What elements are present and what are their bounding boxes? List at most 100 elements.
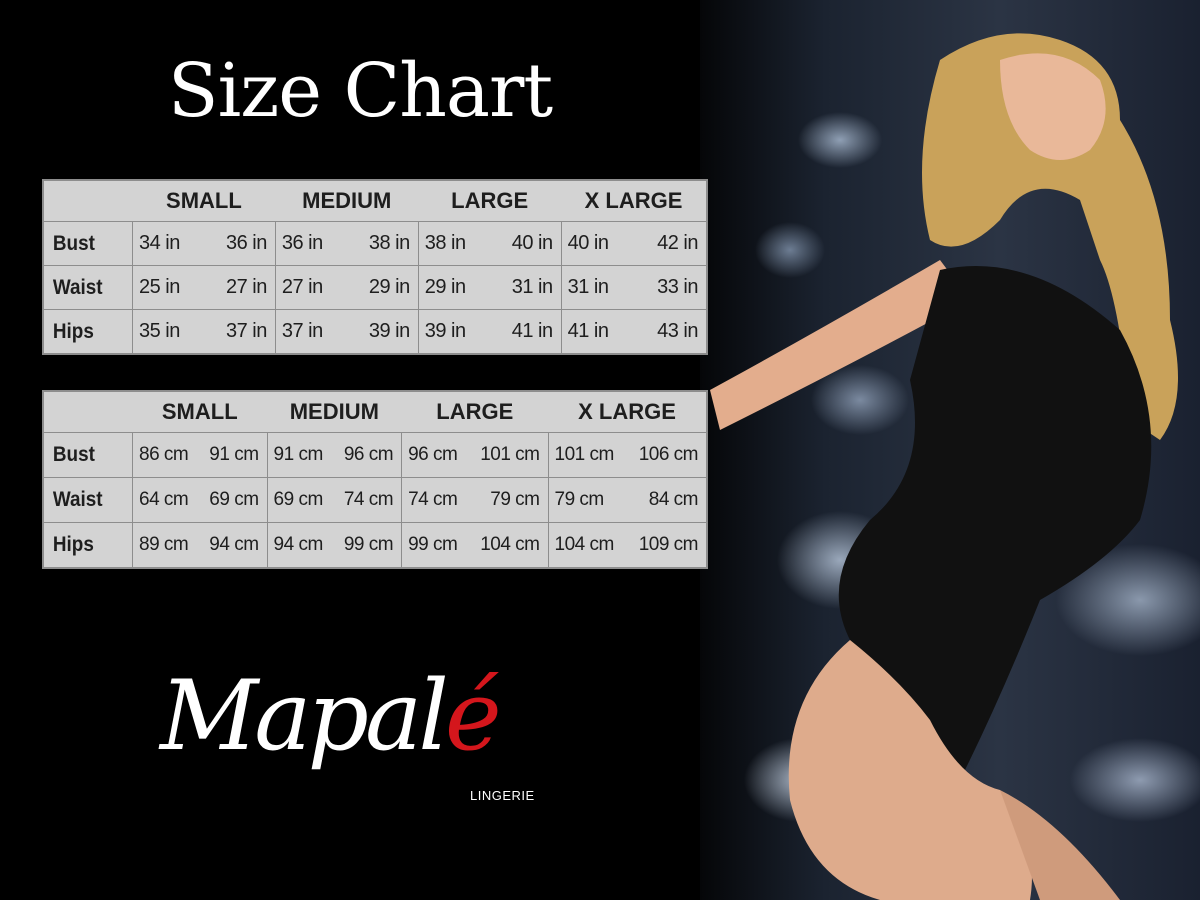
table-row: Hips 89 cm 94 cm 94 cm 99 cm 99 cm 104 cm 104 c…	[42, 522, 708, 569]
max-value: 91 cm	[209, 444, 259, 465]
size-cell: 29 in 31 in	[417, 265, 562, 310]
table-header-row: SMALL MEDIUM LARGE X LARGE	[43, 179, 707, 222]
size-cell: 25 in 27 in	[132, 265, 276, 310]
header-large: LARGE	[418, 179, 562, 222]
row-label: Waist	[42, 477, 124, 523]
max-value: 94 cm	[209, 534, 259, 555]
logo-main: Mapal	[160, 660, 449, 772]
min-value: 40 in	[567, 232, 609, 254]
min-value: 69 cm	[273, 489, 324, 510]
row-label: Bust	[42, 221, 124, 266]
arm	[710, 260, 970, 430]
size-cell: 35 in 37 in	[132, 309, 276, 355]
min-value: 38 in	[424, 232, 466, 254]
table-row: Bust 86 cm 91 cm 91 cm 96 cm 96 cm 101 cm 101 c…	[42, 432, 708, 478]
size-cell: 69 cm 74 cm	[266, 477, 403, 523]
table-row: Hips 35 in 37 in 37 in 39 in 39 in 41 in 41 in 4…	[42, 309, 708, 355]
min-value: 27 in	[281, 276, 323, 298]
size-cell: 34 in 36 in	[132, 221, 276, 266]
size-cell: 79 cm 84 cm	[547, 477, 708, 523]
max-value: 69 cm	[209, 489, 259, 510]
max-value: 109 cm	[638, 534, 699, 555]
min-value: 37 in	[281, 320, 323, 342]
size-cell: 31 in 33 in	[560, 265, 708, 310]
min-value: 79 cm	[554, 489, 605, 510]
min-value: 99 cm	[408, 534, 458, 555]
size-cell: 38 in 40 in	[417, 221, 562, 266]
max-value: 36 in	[225, 232, 267, 254]
min-value: 74 cm	[408, 489, 458, 510]
table-header-row: SMALL MEDIUM LARGE X LARGE	[43, 390, 707, 433]
logo-subtitle: LINGERIE	[470, 788, 535, 803]
size-cell: 37 in 39 in	[274, 309, 419, 355]
max-value: 37 in	[225, 320, 267, 342]
header-small: SMALL	[132, 179, 276, 222]
min-value: 39 in	[424, 320, 466, 342]
max-value: 27 in	[225, 276, 267, 298]
logo-accent: é	[444, 660, 502, 772]
min-value: 34 in	[139, 232, 180, 254]
max-value: 31 in	[511, 276, 553, 298]
min-value: 101 cm	[554, 444, 615, 465]
max-value: 39 in	[368, 320, 410, 342]
hair	[922, 33, 1178, 440]
min-value: 31 in	[567, 276, 609, 298]
page-title: Size Chart	[167, 48, 553, 134]
size-cell: 86 cm 91 cm	[132, 432, 268, 478]
min-value: 29 in	[424, 276, 466, 298]
leg-shadow	[1000, 790, 1120, 900]
size-cell: 91 cm 96 cm	[266, 432, 403, 478]
max-value: 106 cm	[638, 444, 699, 465]
header-xlarge: X LARGE	[561, 179, 707, 222]
max-value: 84 cm	[648, 489, 699, 510]
min-value: 25 in	[139, 276, 180, 298]
max-value: 38 in	[368, 232, 410, 254]
header-xlarge: X LARGE	[548, 390, 707, 433]
legs	[788, 640, 1032, 900]
table-row: Waist 25 in 27 in 27 in 29 in 29 in 31 in 31 in…	[42, 265, 708, 310]
size-cell: 64 cm 69 cm	[132, 477, 268, 523]
min-value: 94 cm	[273, 534, 324, 555]
size-cell: 104 cm 109 cm	[547, 522, 708, 569]
min-value: 35 in	[139, 320, 180, 342]
max-value: 43 in	[657, 320, 698, 342]
table-row: Bust 34 in 36 in 36 in 38 in 38 in 40 in 40 in 4…	[42, 221, 708, 266]
size-cell: 36 in 38 in	[274, 221, 419, 266]
size-cell: 101 cm 106 cm	[547, 432, 708, 478]
size-cell: 39 in 41 in	[417, 309, 562, 355]
model-figure	[710, 33, 1178, 900]
min-value: 104 cm	[554, 534, 615, 555]
row-label: Hips	[42, 522, 124, 569]
model-photo	[700, 0, 1200, 900]
max-value: 96 cm	[343, 444, 394, 465]
header-medium: MEDIUM	[267, 390, 402, 433]
row-label: Waist	[42, 265, 124, 310]
size-cell: 96 cm 101 cm	[401, 432, 549, 478]
max-value: 74 cm	[343, 489, 394, 510]
header-medium: MEDIUM	[275, 179, 419, 222]
max-value: 99 cm	[343, 534, 394, 555]
min-value: 36 in	[281, 232, 323, 254]
min-value: 89 cm	[139, 534, 189, 555]
max-value: 79 cm	[490, 489, 540, 510]
header-empty	[43, 390, 133, 433]
logo-wordmark: Mapalé	[160, 660, 502, 772]
size-cell: 27 in 29 in	[274, 265, 419, 310]
size-table-cm: SMALL MEDIUM LARGE X LARGE Bust 86 cm 91 c…	[42, 390, 708, 569]
face	[1000, 53, 1106, 161]
bodysuit	[838, 266, 1152, 780]
header-large: LARGE	[401, 390, 549, 433]
min-value: 64 cm	[139, 489, 189, 510]
size-table-inches: SMALL MEDIUM LARGE X LARGE Bust 34 in 36 i…	[42, 179, 708, 355]
brand-logo: Mapalé LINGERIE	[160, 660, 580, 810]
header-empty	[43, 179, 133, 222]
max-value: 29 in	[368, 276, 410, 298]
size-cell: 99 cm 104 cm	[401, 522, 549, 569]
min-value: 41 in	[567, 320, 609, 342]
min-value: 86 cm	[139, 444, 189, 465]
size-cell: 41 in 43 in	[560, 309, 708, 355]
max-value: 104 cm	[480, 534, 540, 555]
size-cell: 40 in 42 in	[560, 221, 708, 266]
size-cell: 89 cm 94 cm	[132, 522, 268, 569]
max-value: 42 in	[657, 232, 698, 254]
